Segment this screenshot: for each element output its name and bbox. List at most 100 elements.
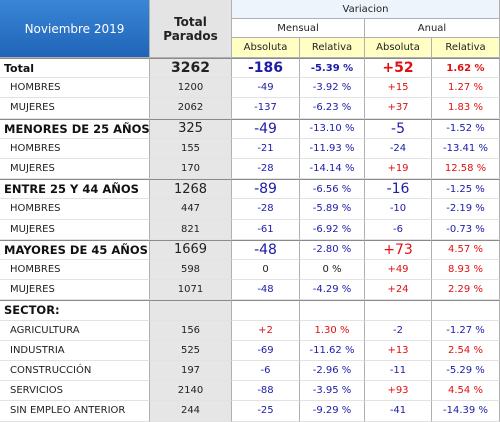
relative-cell: -2.19 % bbox=[432, 199, 500, 220]
annual-header: Anual bbox=[365, 19, 500, 38]
total-cell: 525 bbox=[150, 340, 232, 361]
relative-cell: 0 % bbox=[300, 260, 365, 281]
relative-cell: -1.25 % bbox=[432, 179, 500, 200]
row-label: HOMBRES bbox=[0, 260, 150, 281]
relative-cell: 1.83 % bbox=[432, 98, 500, 119]
row-label: MUJERES bbox=[0, 219, 150, 240]
absolute-header: Absoluta bbox=[365, 38, 432, 58]
variation-header: Variacion bbox=[232, 0, 500, 19]
relative-cell: -4.29 % bbox=[300, 280, 365, 301]
relative-cell: -0.73 % bbox=[432, 219, 500, 240]
total-cell: 1200 bbox=[150, 78, 232, 99]
relative-cell: -3.92 % bbox=[300, 78, 365, 99]
absolute-cell: -21 bbox=[232, 138, 300, 159]
relative-cell: 2.54 % bbox=[432, 340, 500, 361]
absolute-cell: -61 bbox=[232, 219, 300, 240]
absolute-cell: -137 bbox=[232, 98, 300, 119]
absolute-cell: -6 bbox=[365, 219, 432, 240]
absolute-cell: +24 bbox=[365, 280, 432, 301]
absolute-cell: 0 bbox=[232, 260, 300, 281]
relative-cell: 4.54 % bbox=[432, 381, 500, 402]
relative-header: Relativa bbox=[432, 38, 500, 58]
absolute-cell: +52 bbox=[365, 58, 432, 79]
total-cell: 1071 bbox=[150, 280, 232, 301]
absolute-cell bbox=[365, 300, 432, 321]
absolute-cell: -5 bbox=[365, 118, 432, 139]
absolute-cell: -89 bbox=[232, 179, 300, 200]
row-label: HOMBRES bbox=[0, 78, 150, 99]
total-header: Total Parados bbox=[150, 0, 232, 58]
relative-cell: -6.56 % bbox=[300, 179, 365, 200]
relative-cell: -13.41 % bbox=[432, 138, 500, 159]
absolute-cell: +49 bbox=[365, 260, 432, 281]
relative-cell: -13.10 % bbox=[300, 118, 365, 139]
absolute-cell: -25 bbox=[232, 401, 300, 422]
absolute-cell: +15 bbox=[365, 78, 432, 99]
row-label: MUJERES bbox=[0, 280, 150, 301]
row-label: MUJERES bbox=[0, 159, 150, 180]
group-label: MENORES DE 25 AÑOS: bbox=[0, 118, 154, 139]
absolute-cell: -10 bbox=[365, 199, 432, 220]
absolute-cell: -24 bbox=[365, 138, 432, 159]
absolute-cell: -48 bbox=[232, 280, 300, 301]
relative-cell: 4.57 % bbox=[432, 239, 500, 260]
relative-cell: 2.29 % bbox=[432, 280, 500, 301]
absolute-cell: -11 bbox=[365, 361, 432, 382]
total-cell: 1669 bbox=[150, 239, 232, 260]
relative-cell bbox=[432, 300, 500, 321]
relative-cell: -5.39 % bbox=[300, 58, 365, 79]
absolute-cell: +2 bbox=[232, 320, 300, 341]
total-cell: 170 bbox=[150, 159, 232, 180]
total-cell: 197 bbox=[150, 361, 232, 382]
total-cell: 244 bbox=[150, 401, 232, 422]
relative-cell: -2.80 % bbox=[300, 239, 365, 260]
row-label: AGRICULTURA bbox=[0, 320, 150, 341]
relative-cell: 1.30 % bbox=[300, 320, 365, 341]
absolute-cell: -49 bbox=[232, 78, 300, 99]
period-header: Noviembre 2019 bbox=[0, 0, 150, 58]
absolute-cell: +93 bbox=[365, 381, 432, 402]
row-label: SIN EMPLEO ANTERIOR bbox=[0, 401, 150, 422]
relative-cell: -3.95 % bbox=[300, 381, 365, 402]
row-label: MUJERES bbox=[0, 98, 150, 119]
absolute-cell: -69 bbox=[232, 340, 300, 361]
total-cell: 1268 bbox=[150, 179, 232, 200]
total-cell: 156 bbox=[150, 320, 232, 341]
total-cell: 598 bbox=[150, 260, 232, 281]
total-cell: 447 bbox=[150, 199, 232, 220]
group-label: ENTRE 25 Y 44 AÑOS bbox=[0, 179, 150, 200]
group-label: Total bbox=[0, 58, 150, 79]
absolute-cell: +19 bbox=[365, 159, 432, 180]
relative-cell: 1.27 % bbox=[432, 78, 500, 99]
total-cell: 2140 bbox=[150, 381, 232, 402]
absolute-cell: +73 bbox=[365, 239, 432, 260]
total-cell: 155 bbox=[150, 138, 232, 159]
relative-cell: -5.29 % bbox=[432, 361, 500, 382]
group-label: SECTOR: bbox=[0, 300, 150, 321]
total-cell: 2062 bbox=[150, 98, 232, 119]
absolute-cell: -49 bbox=[232, 118, 300, 139]
relative-cell: 12.58 % bbox=[432, 159, 500, 180]
monthly-header: Mensual bbox=[232, 19, 365, 38]
absolute-cell: -2 bbox=[365, 320, 432, 341]
absolute-cell: -88 bbox=[232, 381, 300, 402]
absolute-cell: -48 bbox=[232, 239, 300, 260]
group-label: MAYORES DE 45 AÑOS bbox=[0, 239, 150, 260]
relative-cell: -6.23 % bbox=[300, 98, 365, 119]
relative-cell: -2.96 % bbox=[300, 361, 365, 382]
row-label: INDUSTRIA bbox=[0, 340, 150, 361]
relative-cell: -1.27 % bbox=[432, 320, 500, 341]
row-label: HOMBRES bbox=[0, 138, 150, 159]
absolute-cell: -186 bbox=[232, 58, 300, 79]
relative-header: Relativa bbox=[300, 38, 365, 58]
relative-cell: 1.62 % bbox=[432, 58, 500, 79]
absolute-cell: -28 bbox=[232, 199, 300, 220]
relative-cell: -14.14 % bbox=[300, 159, 365, 180]
absolute-cell: -28 bbox=[232, 159, 300, 180]
relative-cell: -11.93 % bbox=[300, 138, 365, 159]
relative-cell: -11.62 % bbox=[300, 340, 365, 361]
relative-cell: 8.93 % bbox=[432, 260, 500, 281]
absolute-cell bbox=[232, 300, 300, 321]
absolute-cell: -6 bbox=[232, 361, 300, 382]
